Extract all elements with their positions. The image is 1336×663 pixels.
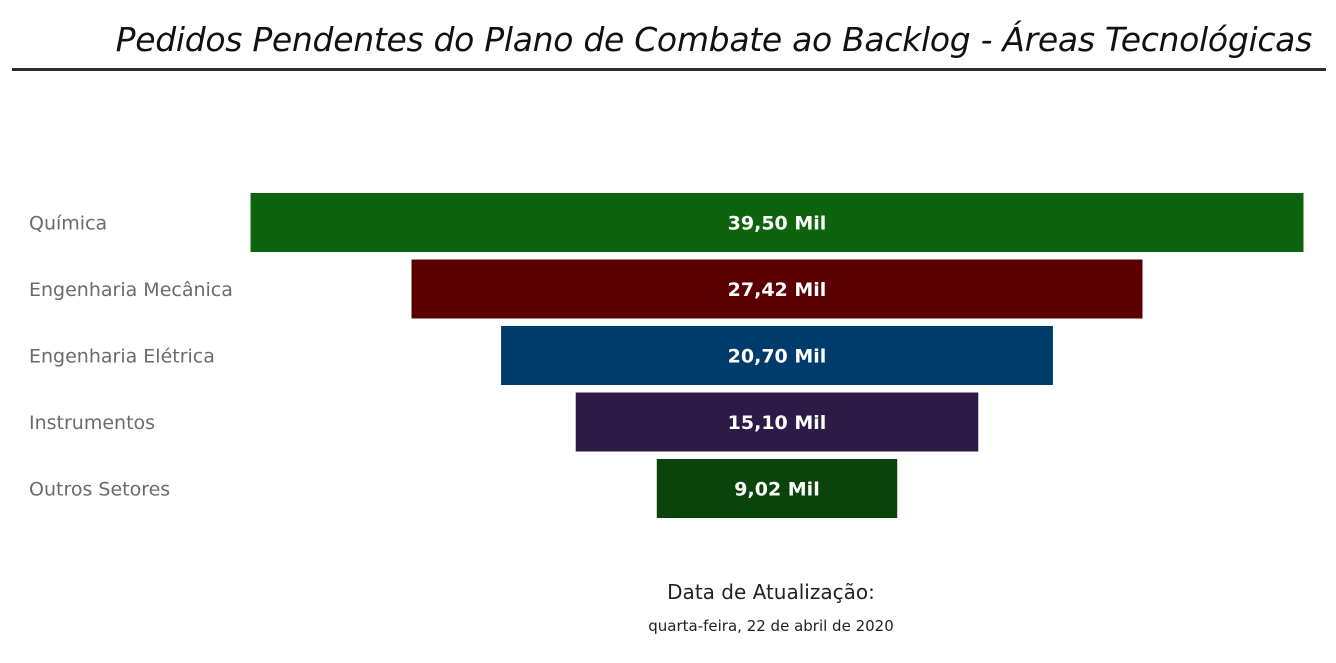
page-title: Pedidos Pendentes do Plano de Combate ao… (115, 20, 1313, 59)
funnel-bar (411, 259, 1143, 319)
funnel-bar (575, 392, 979, 452)
category-label: Instrumentos (29, 412, 155, 434)
data-label: 15,10 Mil (728, 412, 827, 434)
data-label: 20,70 Mil (728, 346, 827, 368)
category-label: Outros Setores (29, 479, 170, 501)
category-label: Engenharia Mecânica (29, 279, 233, 301)
funnel-bar (656, 459, 898, 518)
data-label: 39,50 Mil (728, 213, 827, 235)
funnel-chart: Química 39,50 Mil Engenharia Mecânica 27,42… (29, 193, 1304, 518)
data-label: 27,42 Mil (728, 279, 827, 301)
funnel-bar (250, 193, 1304, 252)
update-date-label: Data de Atualização: (667, 580, 875, 604)
data-label: 9,02 Mil (734, 479, 819, 501)
funnel-bar (501, 326, 1053, 385)
update-date-value: quarta-feira, 22 de abril de 2020 (648, 617, 894, 635)
category-label: Química (29, 213, 107, 235)
title-underline (12, 68, 1326, 71)
category-label: Engenharia Elétrica (29, 346, 215, 368)
